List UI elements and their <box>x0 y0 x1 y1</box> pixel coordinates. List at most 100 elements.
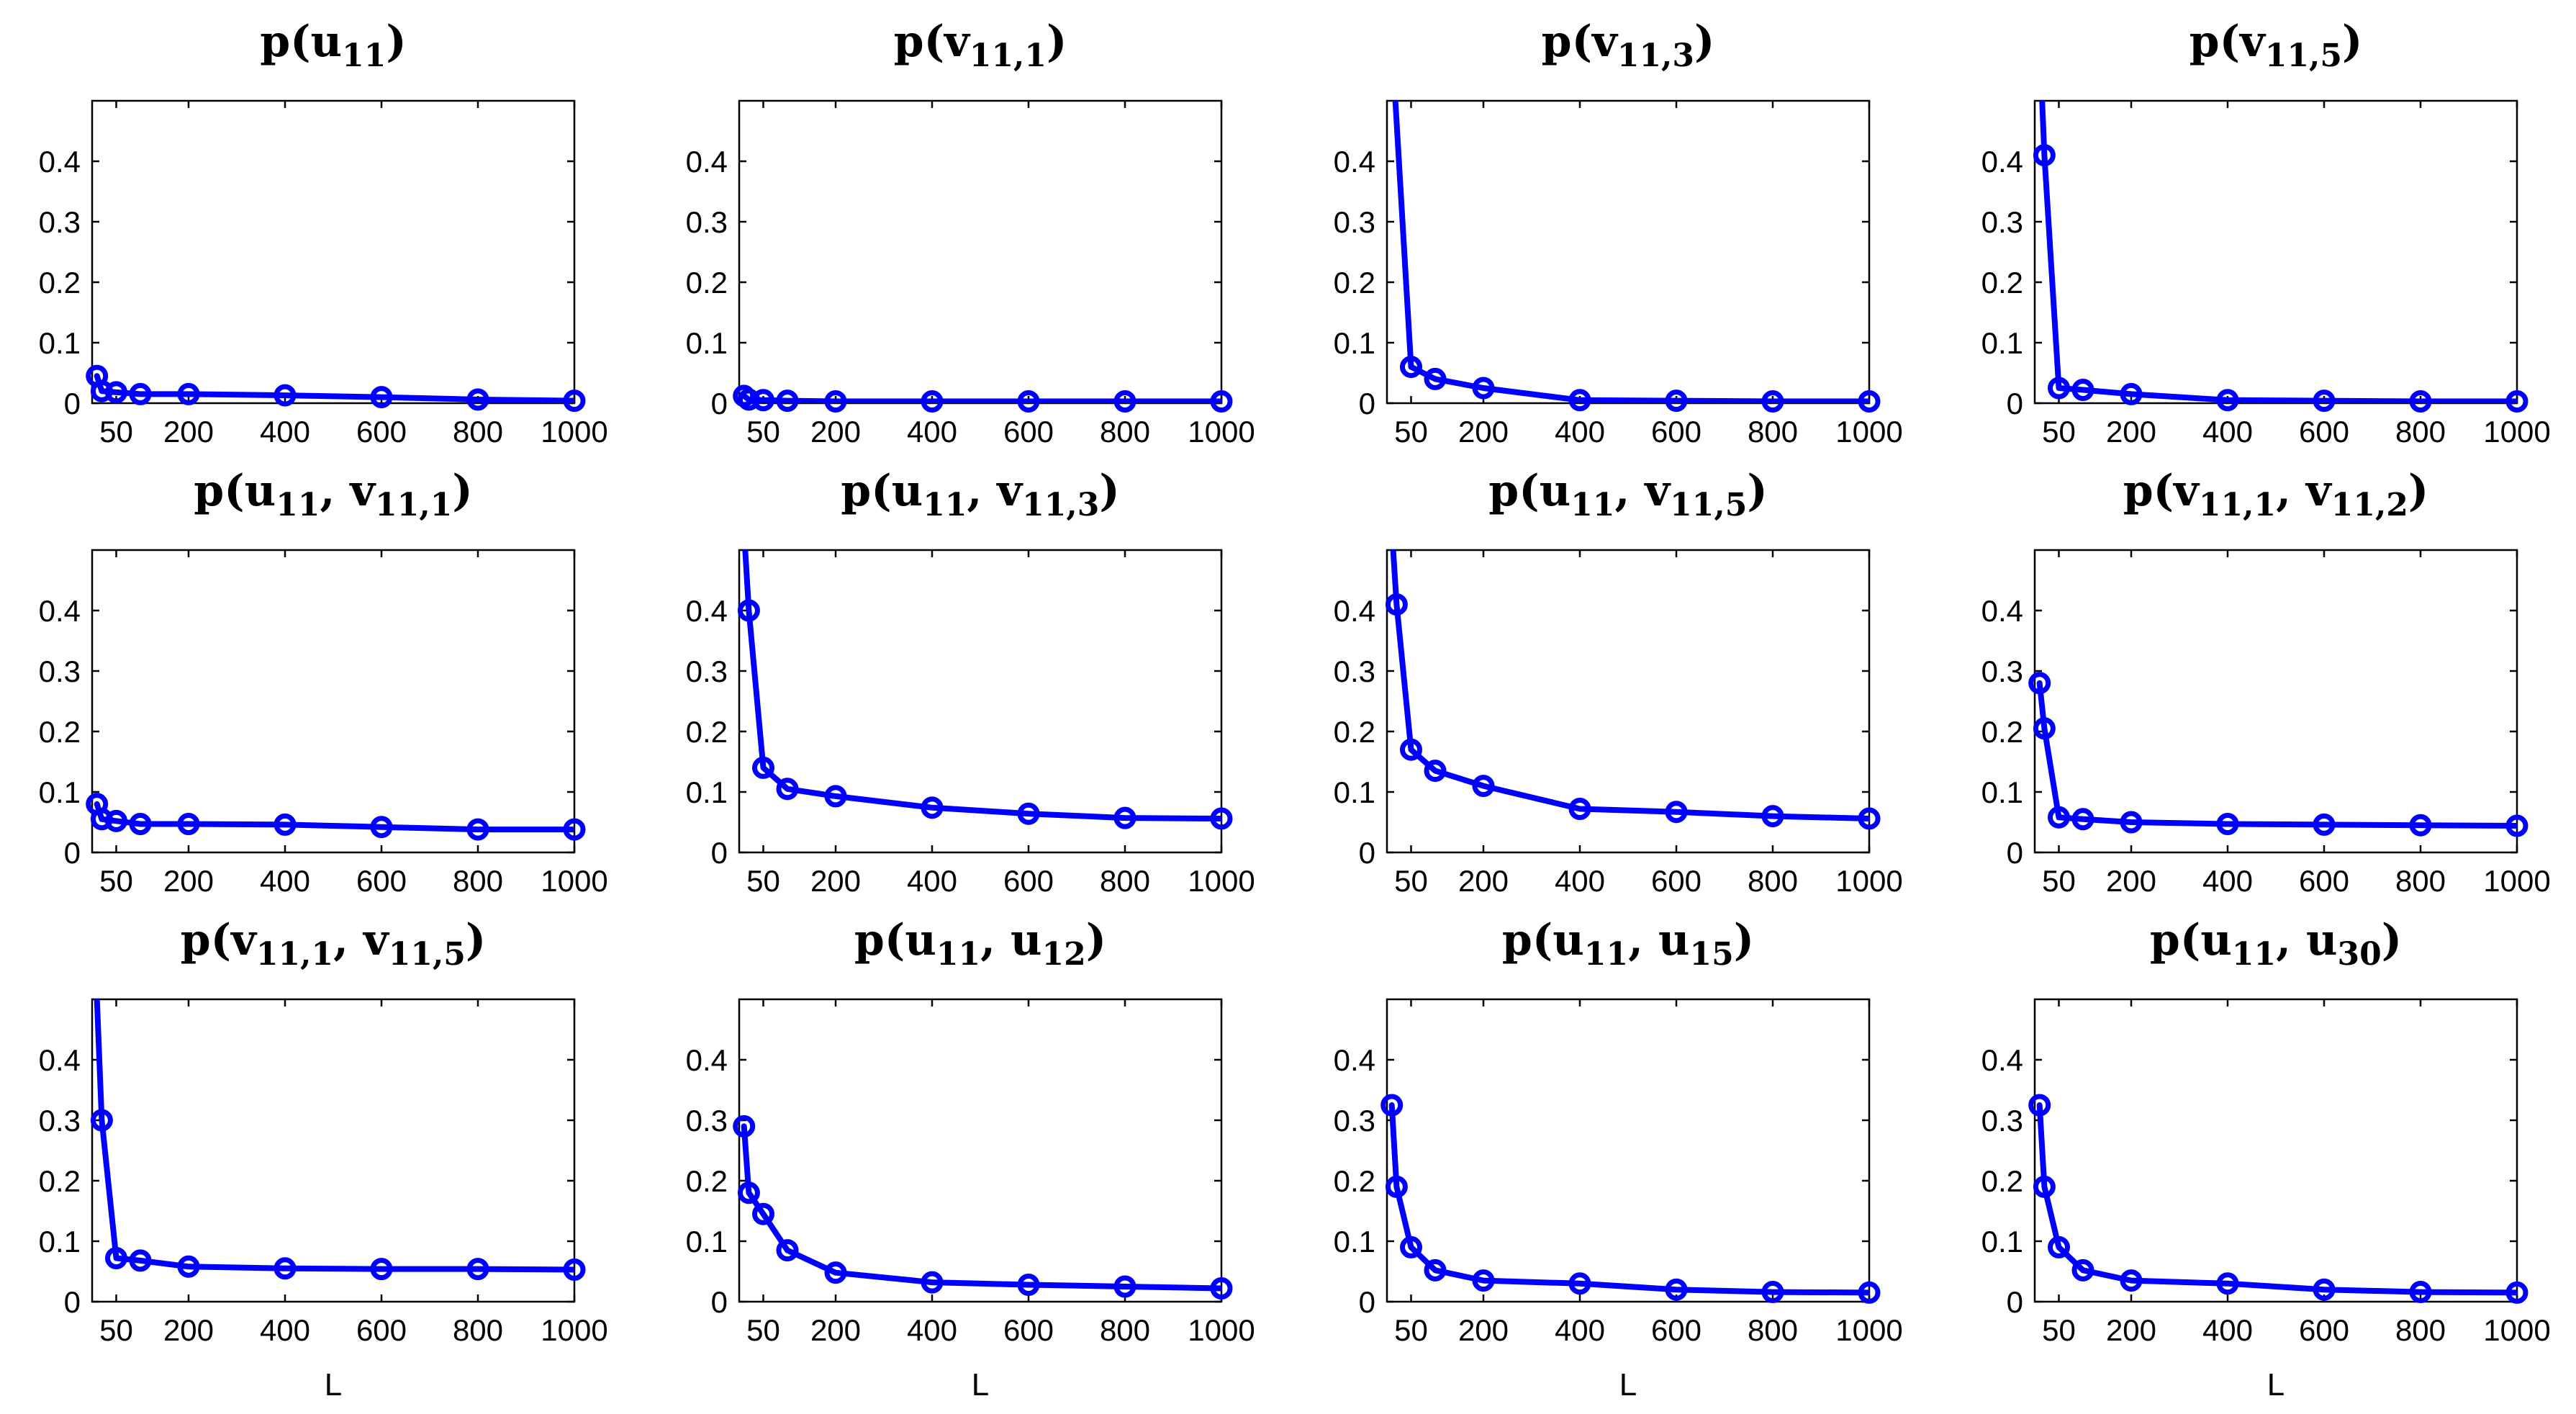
chart-panel-6: 0 0.1 0.2 0.3 0.4 50 200 400 600 800 1000 p(u11, v1… <box>686 466 1255 898</box>
data-point <box>563 389 586 413</box>
data-point <box>1113 1275 1136 1298</box>
x-tick-label: 50 <box>1394 864 1428 898</box>
x-tick-label: 1000 <box>541 415 607 449</box>
x-tick-label: 400 <box>1555 1313 1605 1347</box>
data-point <box>1424 760 1447 783</box>
y-tick-label: 0 <box>711 1285 728 1319</box>
data-point <box>1665 389 1688 413</box>
chart-panel-7: 0 0.1 0.2 0.3 0.4 50 200 400 600 800 1000 p(u11, v1… <box>1334 466 1903 898</box>
y-tick-label: 0.4 <box>1981 145 2023 179</box>
x-tick-label: 1000 <box>1835 415 1902 449</box>
x-tick-label: 1000 <box>1835 864 1902 898</box>
data-point <box>1210 389 1233 413</box>
title-text: ) <box>1734 915 1754 965</box>
title-subscript: 11,5 <box>2265 37 2342 74</box>
data-point <box>466 1258 489 1281</box>
data-point <box>1380 1094 1404 1117</box>
y-tick-label: 0.2 <box>39 266 81 300</box>
x-tick-label: 800 <box>1748 1313 1798 1347</box>
x-axis-label: L <box>1619 1367 1637 1402</box>
data-point <box>2313 389 2336 413</box>
data-point <box>1385 593 1408 616</box>
chart-panel-3: 0 0.1 0.2 0.3 0.4 50 200 400 600 800 1000 p(v11,3) <box>1334 17 1903 449</box>
data-point <box>2071 379 2094 402</box>
y-tick-label: 0.2 <box>1334 715 1375 749</box>
y-tick-label: 0.2 <box>1981 266 2023 300</box>
x-tick-label: 200 <box>2106 1313 2156 1347</box>
y-tick-label: 0.2 <box>39 715 81 749</box>
data-point <box>274 384 297 407</box>
plot-frame <box>91 549 576 854</box>
x-tick-label: 800 <box>1100 415 1150 449</box>
y-tick-label: 0.1 <box>1334 775 1375 809</box>
y-tick-label: 0.2 <box>1981 1164 2023 1198</box>
title-subscript: 11,1 <box>256 936 333 973</box>
title-text: ) <box>1694 17 1714 67</box>
data-point <box>1017 1273 1040 1296</box>
x-tick-label: 800 <box>453 864 503 898</box>
x-axis-label: L <box>325 1367 342 1402</box>
title-subscript: 11 <box>276 487 320 523</box>
chart-panel-11: 0 0.1 0.2 0.3 0.4 50 200 400 600 800 1000 p(u11, u1… <box>1334 915 1903 1402</box>
title-subscript: 11 <box>1584 936 1628 973</box>
x-tick-label: 1000 <box>2483 864 2550 898</box>
y-tick-label: 0.3 <box>686 654 728 688</box>
title-text: ) <box>2342 17 2362 67</box>
title-text: ) <box>1099 466 1119 516</box>
data-point <box>824 1261 847 1284</box>
data-point <box>2071 1258 2094 1282</box>
x-tick-label: 1000 <box>541 1313 607 1347</box>
panel-title: p(u11, v11,5) <box>1488 466 1767 523</box>
data-point <box>2505 1281 2528 1304</box>
y-tick-label: 0.3 <box>1981 205 2023 239</box>
x-tick-label: 400 <box>907 1313 957 1347</box>
y-tick-label: 0.1 <box>39 326 81 360</box>
series-line <box>1390 550 1869 821</box>
data-point <box>2048 1235 2070 1258</box>
data-point <box>129 813 152 836</box>
title-text: , u <box>1628 915 1689 965</box>
x-tick-label: 1000 <box>2483 415 2550 449</box>
title-text: , u <box>2276 915 2337 965</box>
chart-panel-2: 0 0.1 0.2 0.3 0.4 50 200 400 600 800 1000 p(v11,1) <box>686 17 1255 449</box>
y-tick-label: 0.2 <box>39 1164 81 1198</box>
data-point <box>1472 377 1495 400</box>
data-point <box>1210 807 1233 830</box>
y-tick-label: 0.3 <box>39 205 81 239</box>
x-tick-label: 50 <box>2042 1313 2076 1347</box>
panel-title: p(u11, v11,3) <box>841 466 1119 523</box>
data-point <box>1210 1277 1233 1300</box>
data-point <box>921 796 944 819</box>
x-tick-label: 50 <box>746 415 780 449</box>
plot-frame <box>1386 998 1871 1303</box>
panel-title: p(v11,5) <box>2189 17 2363 74</box>
y-tick-label: 0 <box>2007 836 2023 870</box>
x-tick-label: 400 <box>260 415 310 449</box>
x-tick-label: 400 <box>907 415 957 449</box>
plot-frame <box>738 998 1223 1303</box>
data-point <box>921 1271 944 1294</box>
data-point <box>370 816 393 839</box>
data-point <box>90 379 113 402</box>
data-point <box>1472 1269 1495 1292</box>
x-tick-label: 800 <box>1748 864 1798 898</box>
x-tick-label: 1000 <box>541 864 607 898</box>
x-tick-label: 400 <box>907 864 957 898</box>
data-point <box>177 382 200 405</box>
data-point <box>2071 808 2094 831</box>
data-point <box>2409 1281 2432 1304</box>
y-tick-label: 0.2 <box>686 715 728 749</box>
data-point <box>737 1181 760 1204</box>
data-point <box>370 386 393 409</box>
plot-frame <box>738 99 1223 405</box>
plot-frame <box>1386 99 1871 405</box>
data-point <box>1017 802 1040 825</box>
x-tick-label: 400 <box>260 1313 310 1347</box>
data-point <box>1568 798 1591 821</box>
series-line <box>742 550 1221 821</box>
x-tick-label: 600 <box>1003 864 1054 898</box>
title-text: p(u <box>194 466 276 516</box>
y-tick-label: 0.3 <box>1334 1104 1375 1138</box>
chart-panel-8: 0 0.1 0.2 0.3 0.4 50 200 400 600 800 1000 p(v11,1, … <box>1981 466 2551 898</box>
x-tick-label: 200 <box>810 415 861 449</box>
